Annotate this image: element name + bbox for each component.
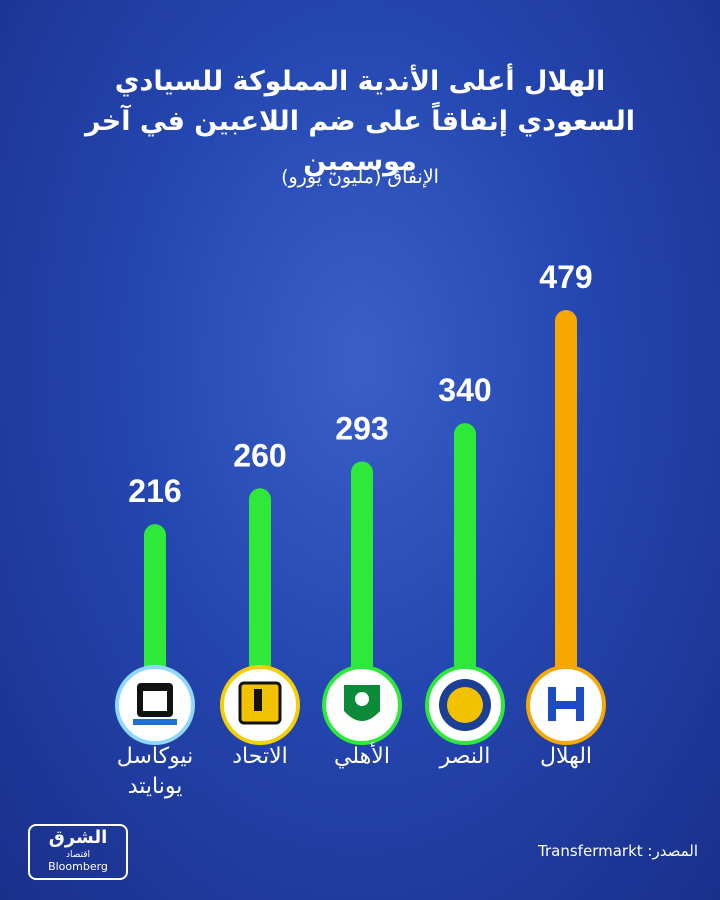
brand-name: الشرق [48, 827, 108, 848]
bar [555, 310, 577, 700]
logo-ahli [322, 665, 402, 745]
bar [454, 423, 476, 700]
brand-partner: Bloomberg [48, 860, 108, 873]
logo-newcastle [115, 665, 195, 745]
value-label: 293 [335, 410, 388, 446]
category-label: الأهلي [334, 744, 390, 769]
logo-nassr [425, 665, 505, 745]
bar [249, 488, 271, 700]
value-label: 216 [128, 473, 181, 509]
logo-ittihad [220, 665, 300, 745]
bars: 216 260 293 340 479 [128, 259, 593, 700]
chart-subtitle: الإنفاق (مليون يورو) [281, 166, 439, 188]
logo-hilal [526, 665, 606, 745]
category-label: الاتحاد [232, 744, 288, 769]
category-label: نيوكاسل يونايتد [116, 744, 194, 799]
club-logos [115, 665, 606, 745]
category-label: النصر [439, 744, 491, 769]
brand-logo: الشرق اقتصاد Bloomberg [28, 824, 128, 880]
value-label: 340 [438, 372, 491, 408]
category-label: الهلال [539, 744, 593, 769]
value-label: 260 [233, 437, 286, 473]
bar [351, 461, 373, 700]
bar [144, 524, 166, 700]
source: المصدر: Transfermarkt [538, 842, 698, 860]
chart-title: الهلال أعلى الأندية المملوكة للسيادي الس… [84, 66, 636, 177]
brand-sub: اقتصاد [65, 850, 91, 860]
value-label: 479 [539, 259, 592, 295]
